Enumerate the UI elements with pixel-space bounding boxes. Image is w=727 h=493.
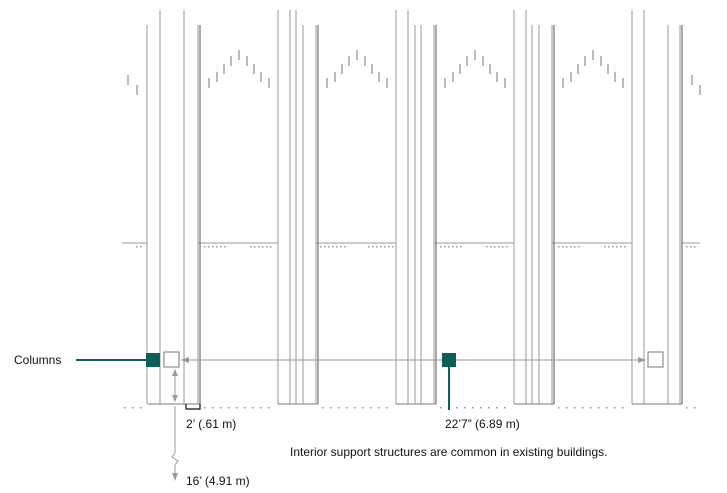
height-dimension-line [171,406,179,481]
column-band-5 [631,10,683,404]
column-band-2 [277,10,319,404]
span-dimension-line [181,357,646,363]
span-dimension-label: 22’7” (6.89 m) [445,417,520,431]
column-marker-right [647,351,664,368]
column-band-1 [146,10,201,404]
roof-truss-ticks [127,50,701,95]
column-bands [146,10,683,404]
column-marker-left [163,351,180,368]
short-dimension-bracket [185,404,201,410]
column-band-4 [513,10,555,404]
span-highlight [442,353,456,367]
short-dimension-line [172,369,178,402]
column-band-3 [395,10,437,404]
short-dimension-label: 2’ (.61 m) [186,417,236,431]
columns-label: Columns [14,353,61,367]
caption: Interior support structures are common i… [290,445,607,459]
column-highlight [146,353,160,367]
height-dimension-label: 16’ (4.91 m) [186,474,250,488]
dotted-lines [124,246,696,409]
